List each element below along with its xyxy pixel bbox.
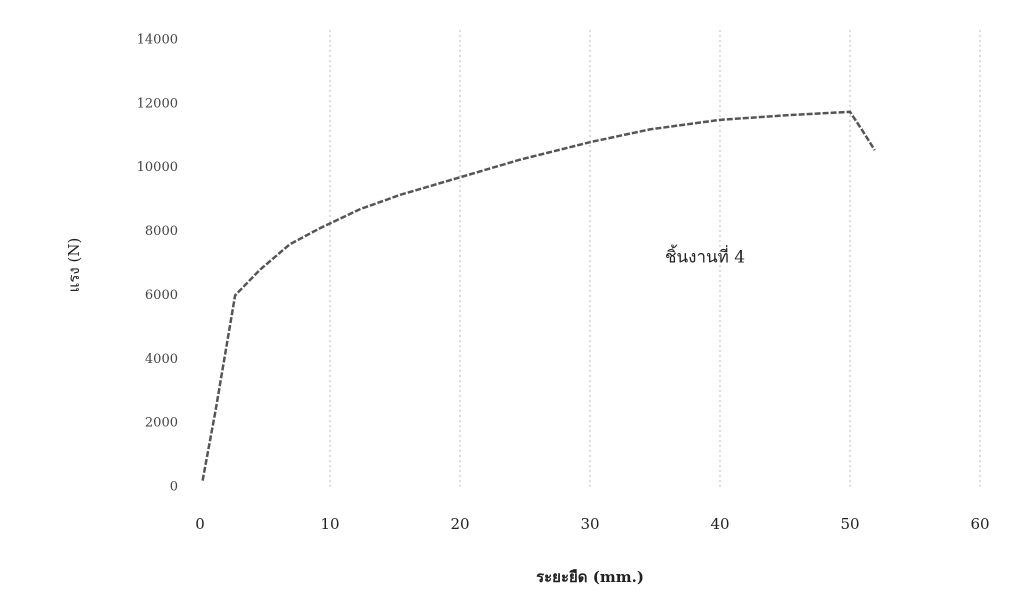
x-tick-label: 60 xyxy=(970,515,989,533)
y-tick-label: 6000 xyxy=(145,288,178,303)
x-tick-label: 10 xyxy=(320,515,339,533)
y-tick-label: 12000 xyxy=(137,96,178,111)
y-tick-label: 0 xyxy=(170,480,178,495)
y-axis-label: แรง (N) xyxy=(65,238,83,293)
x-tick-label: 30 xyxy=(580,515,599,533)
y-tick-label: 14000 xyxy=(137,33,178,48)
y-tick-label: 2000 xyxy=(145,416,178,431)
data-line xyxy=(203,112,875,481)
x-tick-label: 0 xyxy=(195,515,205,533)
y-tick-label: 10000 xyxy=(137,160,178,175)
y-tick-label: 8000 xyxy=(145,224,178,239)
x-tick-label: 20 xyxy=(450,515,469,533)
x-axis-label: ระยะยืด (mm.) xyxy=(536,568,644,586)
x-tick-label: 40 xyxy=(710,515,729,533)
annotation: ชิ้นงานที่ 4 xyxy=(665,245,745,268)
x-tick-label: 50 xyxy=(840,515,859,533)
chart: แรง (N) ระยะยืด (mm.) ชิ้นงานที่ 4 0 2000… xyxy=(0,0,1009,607)
y-tick-label: 4000 xyxy=(145,352,178,367)
